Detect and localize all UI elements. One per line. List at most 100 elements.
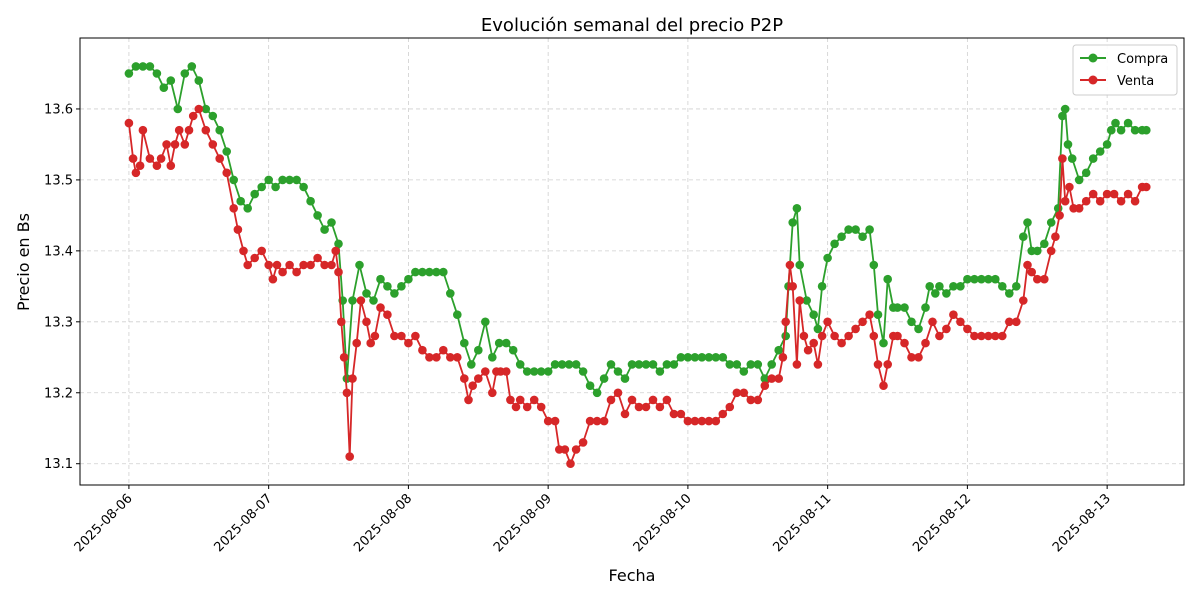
data-point bbox=[942, 289, 951, 298]
data-point bbox=[873, 360, 883, 369]
data-point bbox=[345, 452, 355, 461]
data-point bbox=[767, 360, 776, 369]
data-point bbox=[613, 388, 623, 398]
data-point bbox=[865, 310, 874, 320]
data-point bbox=[339, 353, 349, 362]
data-point bbox=[844, 225, 853, 234]
data-point bbox=[858, 232, 867, 241]
data-point bbox=[683, 416, 693, 426]
data-point bbox=[180, 140, 190, 149]
data-point bbox=[292, 175, 301, 185]
data-point bbox=[439, 267, 448, 277]
data-point bbox=[778, 353, 788, 362]
data-point bbox=[858, 317, 867, 327]
data-point bbox=[1109, 189, 1119, 199]
data-point bbox=[215, 125, 224, 135]
data-point bbox=[823, 253, 832, 263]
data-point bbox=[1058, 111, 1067, 121]
data-point bbox=[1095, 196, 1105, 206]
data-point bbox=[557, 360, 567, 369]
data-point bbox=[1033, 246, 1042, 256]
data-point bbox=[383, 310, 392, 320]
data-point bbox=[949, 310, 958, 320]
x-tick-label: 2025-08-12 bbox=[910, 491, 974, 555]
data-point bbox=[578, 438, 588, 447]
data-point bbox=[257, 182, 267, 192]
x-tick-label: 2025-08-13 bbox=[1050, 491, 1114, 555]
data-point bbox=[439, 345, 448, 355]
data-point bbox=[928, 317, 937, 327]
data-point bbox=[817, 282, 827, 291]
data-point bbox=[1019, 232, 1028, 241]
data-point bbox=[662, 395, 672, 405]
data-point bbox=[208, 111, 218, 121]
data-point bbox=[697, 416, 707, 426]
data-point bbox=[803, 345, 813, 355]
data-point bbox=[131, 168, 141, 178]
data-point bbox=[1088, 154, 1098, 163]
data-point bbox=[1040, 239, 1049, 249]
series-line bbox=[128, 65, 1147, 394]
data-point bbox=[963, 324, 972, 334]
data-point bbox=[883, 360, 892, 369]
data-point bbox=[760, 374, 770, 383]
data-point bbox=[411, 267, 420, 277]
data-point bbox=[869, 260, 879, 270]
data-point bbox=[1005, 289, 1014, 298]
data-point bbox=[788, 282, 797, 291]
data-point bbox=[1130, 196, 1140, 206]
data-point bbox=[753, 395, 763, 405]
data-point bbox=[921, 338, 930, 348]
data-point bbox=[327, 218, 336, 227]
data-point bbox=[425, 267, 434, 277]
data-point bbox=[243, 260, 252, 270]
axis-ticks: 13.1 13.2 13.3 13.4 13.5 13.6 2025-08-06 2025-0… bbox=[44, 102, 1114, 555]
data-point bbox=[585, 381, 595, 391]
data-point bbox=[162, 140, 171, 149]
data-point bbox=[446, 353, 455, 362]
y-tick-label: 13.5 bbox=[44, 173, 73, 188]
data-point bbox=[998, 331, 1007, 341]
data-point bbox=[313, 211, 322, 220]
data-point bbox=[128, 154, 138, 163]
data-point bbox=[1074, 204, 1084, 213]
data-point bbox=[970, 274, 979, 284]
data-point bbox=[1012, 282, 1021, 291]
data-point bbox=[585, 416, 595, 426]
legend-venta-marker bbox=[1088, 75, 1098, 85]
data-point bbox=[222, 147, 231, 156]
data-point bbox=[1081, 168, 1091, 178]
data-point bbox=[348, 374, 357, 383]
data-point bbox=[1107, 125, 1116, 135]
data-point bbox=[711, 353, 721, 362]
y-tick-label: 13.2 bbox=[44, 386, 73, 401]
data-point bbox=[627, 360, 637, 369]
data-point bbox=[194, 76, 204, 85]
x-tick-label: 2025-08-09 bbox=[491, 491, 555, 555]
data-point bbox=[173, 104, 183, 114]
series-venta bbox=[124, 104, 1151, 469]
data-point bbox=[271, 182, 280, 192]
data-point bbox=[774, 374, 783, 383]
data-point bbox=[397, 331, 406, 341]
data-point bbox=[1130, 125, 1140, 135]
data-point bbox=[813, 324, 823, 334]
data-point bbox=[1012, 317, 1021, 327]
data-point bbox=[124, 118, 134, 128]
data-point bbox=[460, 374, 469, 383]
data-point bbox=[278, 175, 287, 185]
data-point bbox=[383, 282, 392, 291]
data-point bbox=[641, 402, 651, 412]
data-point bbox=[851, 225, 860, 234]
data-point bbox=[474, 345, 483, 355]
data-point bbox=[152, 69, 162, 78]
data-point bbox=[152, 161, 162, 170]
data-point bbox=[543, 367, 553, 376]
data-point bbox=[411, 331, 420, 341]
data-point bbox=[292, 267, 301, 277]
data-point bbox=[718, 353, 728, 362]
data-point bbox=[1142, 182, 1151, 192]
data-point bbox=[566, 459, 575, 469]
data-point bbox=[229, 204, 238, 213]
data-point bbox=[739, 367, 749, 376]
